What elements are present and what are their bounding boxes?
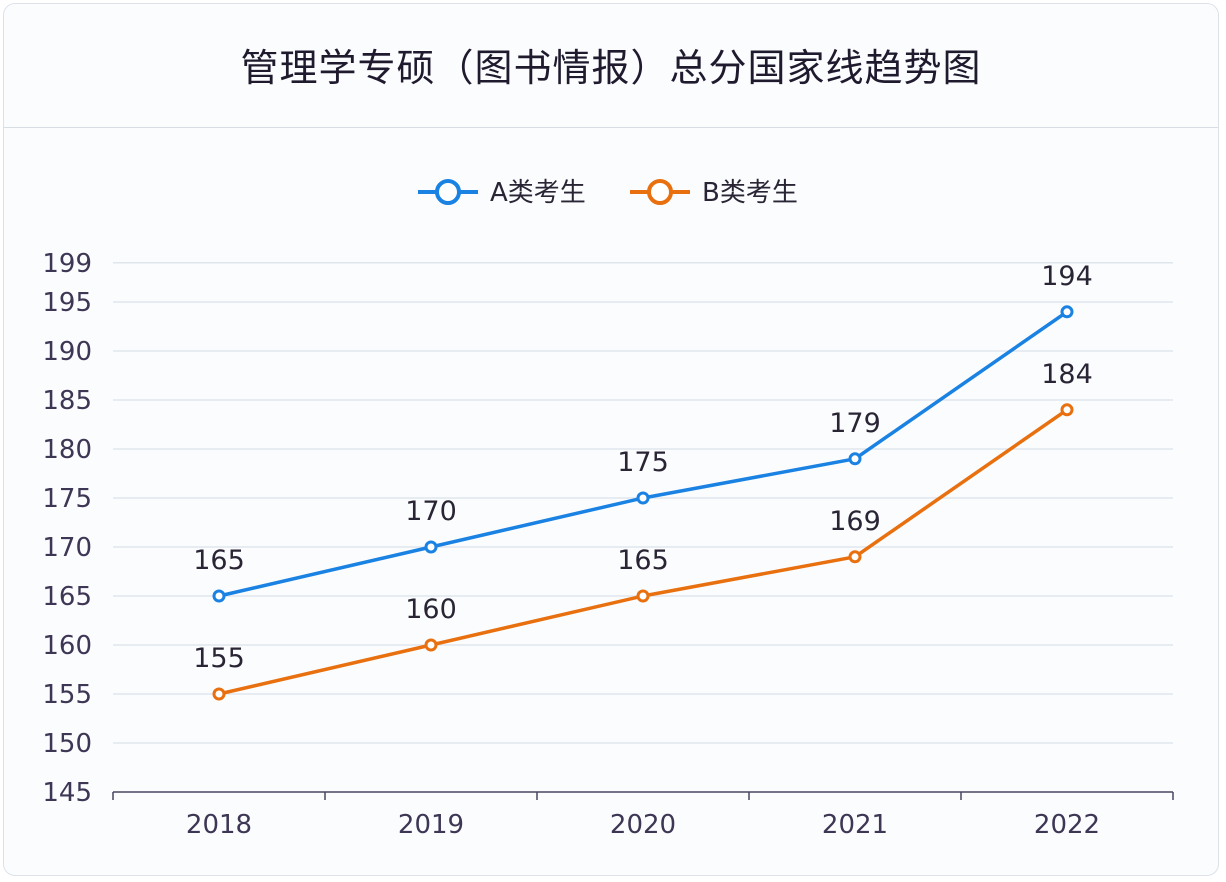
x-tick-label: 2021	[822, 810, 888, 840]
data-point[interactable]	[636, 589, 650, 603]
y-tick-label: 165	[42, 582, 92, 612]
y-tick-label: 190	[42, 337, 92, 367]
legend: A类考生 B类考生	[418, 178, 798, 208]
legend-circle-icon	[435, 179, 461, 205]
data-point[interactable]	[1060, 305, 1074, 319]
data-point[interactable]	[1060, 403, 1074, 417]
legend-item[interactable]: B类考生	[630, 178, 798, 208]
y-tick-label: 150	[42, 729, 92, 759]
y-tick-label: 199	[42, 249, 92, 279]
y-tick-label: 145	[42, 778, 92, 808]
data-label: 169	[829, 506, 881, 537]
data-label: 165	[617, 545, 669, 576]
series-b: 155 160 165 169 184	[193, 359, 1093, 701]
x-tick-label: 2022	[1034, 810, 1100, 840]
data-point[interactable]	[212, 589, 226, 603]
data-point[interactable]	[424, 638, 438, 652]
data-label: 155	[193, 643, 245, 674]
data-point[interactable]	[848, 550, 862, 564]
x-axis: 2018 2019 2020 2021 2022	[112, 791, 1174, 840]
x-tick-label: 2018	[186, 810, 252, 840]
legend-label: A类考生	[490, 178, 586, 208]
y-tick-label: 170	[42, 533, 92, 563]
data-point[interactable]	[424, 540, 438, 554]
legend-label: B类考生	[702, 178, 798, 208]
data-label: 175	[617, 447, 669, 478]
y-tick-label: 160	[42, 631, 92, 661]
y-tick-label: 175	[42, 484, 92, 514]
legend-item[interactable]: A类考生	[418, 178, 586, 208]
x-tick-label: 2020	[610, 810, 676, 840]
y-tick-label: 195	[42, 288, 92, 318]
y-tick-label: 180	[42, 435, 92, 465]
data-point[interactable]	[212, 687, 226, 701]
data-label: 194	[1041, 261, 1093, 292]
y-tick-label: 185	[42, 386, 92, 416]
series-a: 165 170 175 179 194	[193, 261, 1093, 603]
chart-card: 管理学专硕（图书情报）总分国家线趋势图	[3, 3, 1219, 876]
chart-header: 管理学专硕（图书情报）总分国家线趋势图	[4, 4, 1218, 128]
series-group: 165 170 175 179 194 155 160 165 169 184	[193, 261, 1093, 701]
legend-circle-icon	[647, 179, 673, 205]
data-point[interactable]	[636, 491, 650, 505]
data-label: 160	[405, 594, 457, 625]
y-axis: 145 150 155 160 165 170 175 180 185 190 195 199	[42, 249, 92, 808]
data-label: 170	[405, 496, 457, 527]
y-tick-label: 155	[42, 680, 92, 710]
data-label: 184	[1041, 359, 1093, 390]
data-label: 165	[193, 545, 245, 576]
chart-title: 管理学专硕（图书情报）总分国家线趋势图	[240, 46, 982, 90]
x-tick-label: 2019	[398, 810, 464, 840]
data-label: 179	[829, 408, 881, 439]
data-point[interactable]	[848, 452, 862, 466]
